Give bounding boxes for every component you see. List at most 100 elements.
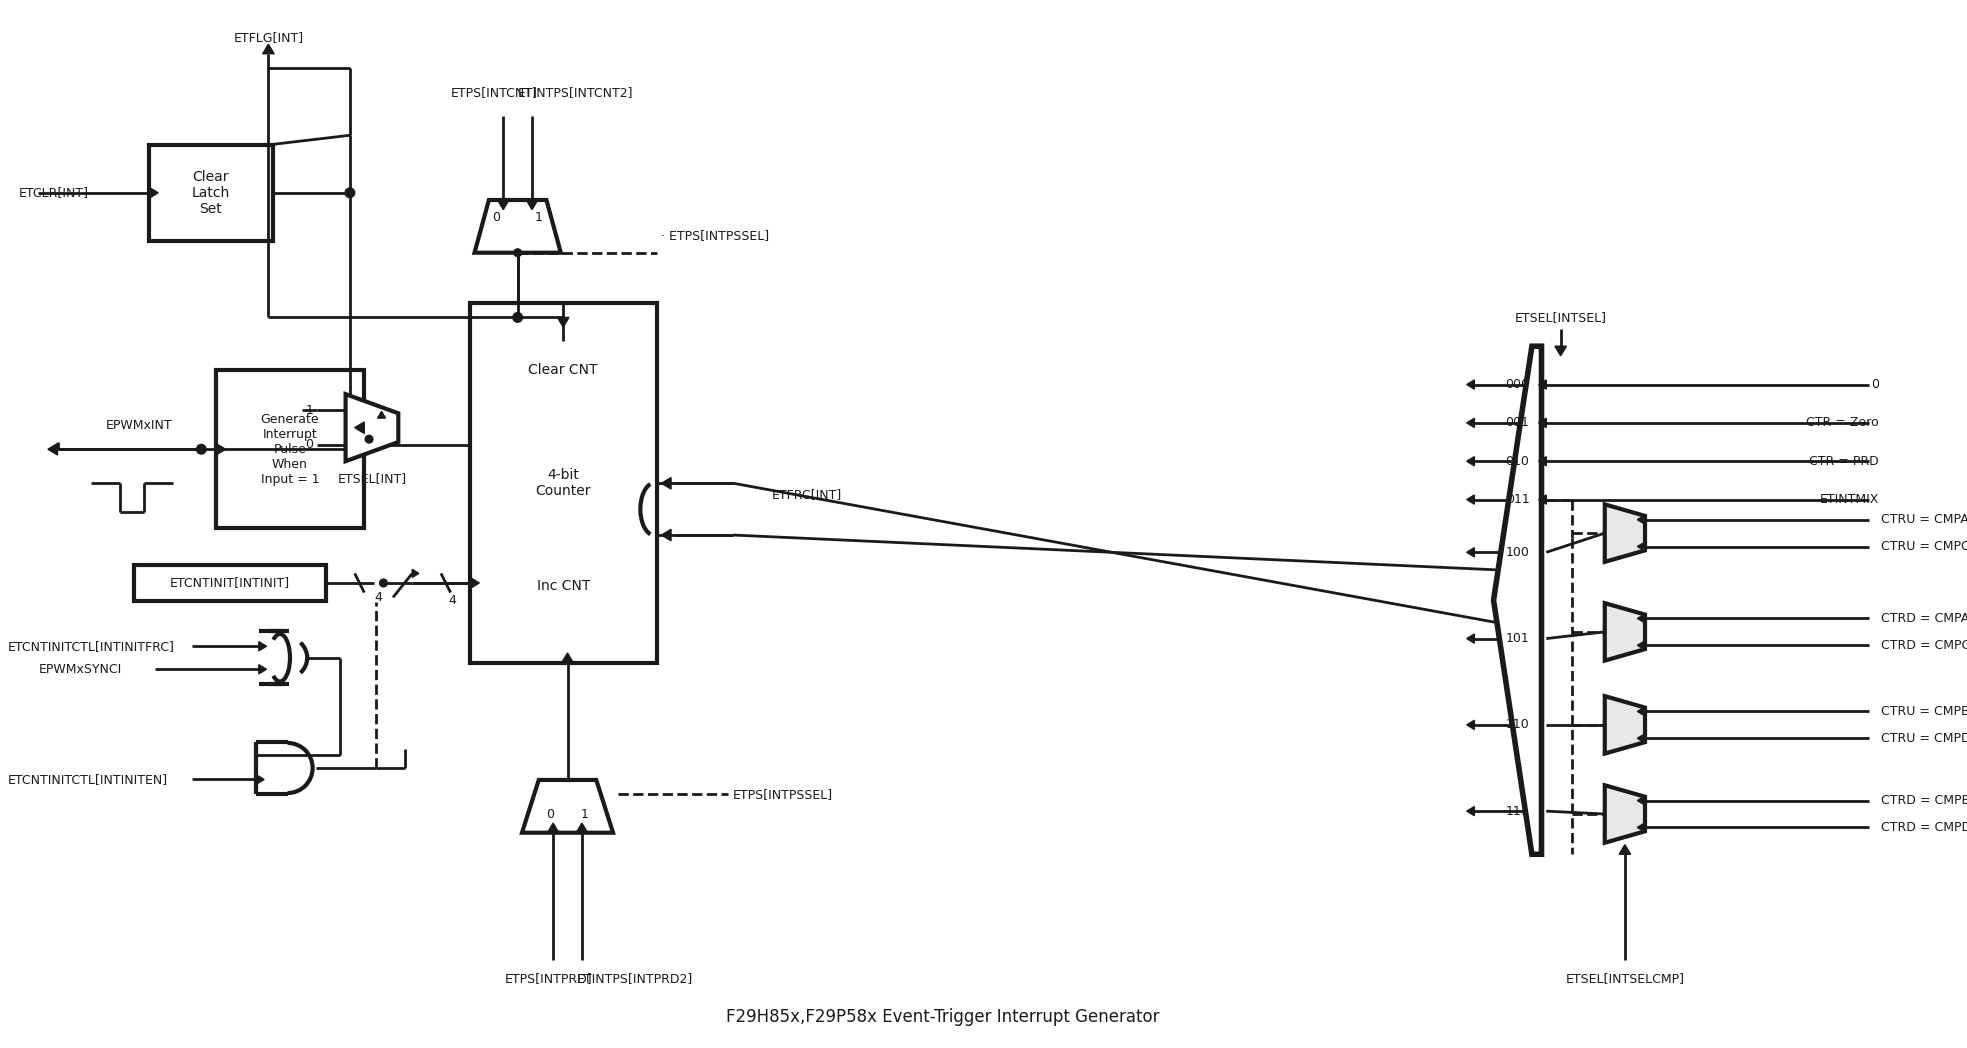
Text: Generate
Interrupt
Pulse
When
Input = 1: Generate Interrupt Pulse When Input = 1 <box>262 413 319 485</box>
FancyBboxPatch shape <box>470 303 657 662</box>
Text: EPWMxSYNCI: EPWMxSYNCI <box>37 662 122 676</box>
Text: CTRD = CMPD: CTRD = CMPD <box>1880 821 1967 834</box>
Polygon shape <box>1467 457 1475 465</box>
Polygon shape <box>1467 807 1475 815</box>
Polygon shape <box>1637 823 1644 832</box>
Text: Inc CNT: Inc CNT <box>537 578 590 593</box>
Text: 0: 0 <box>1617 615 1623 626</box>
Text: ETSEL[INTSEL]: ETSEL[INTSEL] <box>1515 311 1607 324</box>
Text: F29H85x,F29P58x Event-Trigger Interrupt Generator: F29H85x,F29P58x Event-Trigger Interrupt … <box>726 1008 1159 1026</box>
Text: 0: 0 <box>1617 798 1623 808</box>
Text: ETSEL[INTSELCMP]: ETSEL[INTSELCMP] <box>1566 973 1684 985</box>
Text: 4: 4 <box>376 591 384 604</box>
Polygon shape <box>1467 495 1475 504</box>
Polygon shape <box>1637 796 1644 805</box>
Polygon shape <box>47 443 57 455</box>
Text: CTRD = CMPA: CTRD = CMPA <box>1880 612 1967 625</box>
Text: CTRU = CMPC: CTRU = CMPC <box>1880 540 1967 553</box>
Text: ETCNTINIT[INTINIT]: ETCNTINIT[INTINIT] <box>169 576 291 589</box>
Polygon shape <box>1637 706 1644 716</box>
Polygon shape <box>1554 346 1566 355</box>
Polygon shape <box>260 641 266 651</box>
Polygon shape <box>1619 845 1631 854</box>
Polygon shape <box>1467 548 1475 556</box>
Polygon shape <box>260 664 266 674</box>
Text: 0: 0 <box>305 438 313 452</box>
Text: CTRU = CMPB: CTRU = CMPB <box>1880 705 1967 718</box>
Text: · ETPS[INTPSSEL]: · ETPS[INTPSSEL] <box>661 230 769 242</box>
FancyBboxPatch shape <box>134 565 327 602</box>
Polygon shape <box>1637 734 1644 743</box>
Polygon shape <box>1538 495 1546 504</box>
Text: 0: 0 <box>547 808 555 821</box>
Text: ETPS[INTPRD]: ETPS[INTPRD] <box>504 973 592 985</box>
Polygon shape <box>576 823 588 833</box>
Polygon shape <box>1467 720 1475 729</box>
Circle shape <box>380 580 387 587</box>
Text: ETCLR[INT]: ETCLR[INT] <box>20 187 89 199</box>
Circle shape <box>513 313 521 322</box>
Text: ETFRC[INT]: ETFRC[INT] <box>771 488 842 501</box>
Polygon shape <box>474 200 561 253</box>
Text: ETSEL[INT]: ETSEL[INT] <box>338 472 407 485</box>
Text: 0: 0 <box>492 211 500 224</box>
Text: Clear CNT: Clear CNT <box>529 364 598 377</box>
Polygon shape <box>498 200 509 210</box>
Text: 0: 0 <box>1617 708 1623 718</box>
Text: 1: 1 <box>305 403 313 417</box>
Text: 4-bit
Counter: 4-bit Counter <box>535 467 590 498</box>
Polygon shape <box>521 780 614 833</box>
Polygon shape <box>264 44 273 53</box>
Text: 1: 1 <box>1617 638 1623 649</box>
Polygon shape <box>149 187 157 198</box>
Text: ETINTPS[INTCNT2]: ETINTPS[INTCNT2] <box>517 86 633 99</box>
Text: 1: 1 <box>535 211 543 224</box>
Polygon shape <box>1605 504 1644 562</box>
Polygon shape <box>1637 516 1644 524</box>
Text: EPWMxINT: EPWMxINT <box>106 419 173 432</box>
Text: 1: 1 <box>1617 821 1623 830</box>
Text: 100: 100 <box>1505 546 1530 559</box>
Text: ETINTMIX: ETINTMIX <box>1819 493 1878 506</box>
FancyBboxPatch shape <box>149 145 273 241</box>
Text: 001: 001 <box>1505 416 1530 430</box>
Text: 1: 1 <box>1617 540 1623 549</box>
Polygon shape <box>354 422 364 434</box>
Text: 110: 110 <box>1505 718 1530 732</box>
Text: 000: 000 <box>1505 378 1530 391</box>
Circle shape <box>366 435 374 443</box>
Text: CTRU = CMPA: CTRU = CMPA <box>1880 514 1967 526</box>
Polygon shape <box>1538 380 1546 389</box>
Circle shape <box>513 312 523 322</box>
Text: 101: 101 <box>1505 632 1530 646</box>
Polygon shape <box>1637 614 1644 624</box>
Polygon shape <box>1493 346 1542 854</box>
Polygon shape <box>563 653 572 662</box>
Text: ETCNTINITCTL[INTINITFRC]: ETCNTINITCTL[INTINITFRC] <box>8 639 175 653</box>
Polygon shape <box>378 412 386 418</box>
Polygon shape <box>1467 418 1475 428</box>
Text: 0: 0 <box>1871 378 1878 391</box>
Polygon shape <box>346 394 397 461</box>
Polygon shape <box>661 478 671 489</box>
Text: CTR = Zero: CTR = Zero <box>1806 416 1878 430</box>
Circle shape <box>344 188 354 198</box>
Polygon shape <box>1538 418 1546 428</box>
Polygon shape <box>1467 380 1475 389</box>
Text: CTR = PRD: CTR = PRD <box>1810 455 1878 467</box>
Polygon shape <box>1637 542 1644 551</box>
Polygon shape <box>216 443 226 455</box>
Text: ETPS[INTCNT]: ETPS[INTCNT] <box>450 86 537 99</box>
Text: 1: 1 <box>580 808 588 821</box>
Circle shape <box>197 444 207 454</box>
Text: ETCNTINITCTL[INTINITEN]: ETCNTINITCTL[INTINITEN] <box>8 773 167 786</box>
FancyBboxPatch shape <box>216 370 364 528</box>
Polygon shape <box>470 577 480 589</box>
Polygon shape <box>1605 603 1644 660</box>
Text: CTRD = CMPC: CTRD = CMPC <box>1880 639 1967 652</box>
Polygon shape <box>1637 640 1644 650</box>
Polygon shape <box>216 443 226 455</box>
Polygon shape <box>1605 785 1644 843</box>
Polygon shape <box>557 318 568 327</box>
Text: 010: 010 <box>1505 455 1530 467</box>
